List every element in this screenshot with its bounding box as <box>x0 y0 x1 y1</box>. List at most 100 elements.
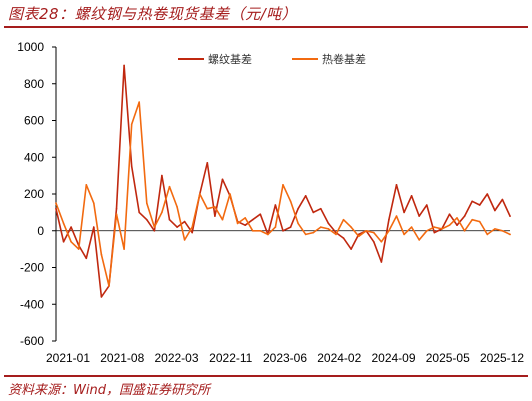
data-point <box>433 226 436 228</box>
data-point <box>138 101 140 103</box>
series-line-hrc-basis <box>55 101 511 287</box>
data-point <box>312 231 315 234</box>
data-point <box>471 218 474 221</box>
data-point <box>214 206 216 208</box>
data-point <box>214 215 216 217</box>
data-point <box>335 233 337 236</box>
data-point <box>289 200 292 203</box>
data-point <box>463 215 466 217</box>
data-point <box>463 230 466 232</box>
data-point <box>327 222 330 225</box>
data-point <box>206 162 209 164</box>
data-point <box>403 211 405 214</box>
data-point <box>501 230 504 232</box>
x-tick-label: 2021-01 <box>46 351 90 365</box>
data-point <box>478 220 481 223</box>
x-tick-label: 2024-02 <box>317 351 361 365</box>
series-layer <box>55 64 511 298</box>
data-point <box>456 217 458 219</box>
data-point <box>373 231 375 234</box>
data-point <box>297 222 299 225</box>
data-point <box>259 230 262 232</box>
x-tick-label: 2025-12 <box>480 351 524 365</box>
data-point <box>320 207 322 210</box>
data-point <box>342 237 345 239</box>
y-tick-label: -200 <box>20 261 44 275</box>
data-point <box>55 202 57 204</box>
data-point <box>191 231 193 234</box>
axes: -600 -400 -200 0 200 400 600 800 1000 2021-01 2021… <box>17 40 524 365</box>
data-point <box>229 193 231 195</box>
data-point <box>448 213 451 215</box>
data-point <box>350 226 352 228</box>
data-point <box>486 193 489 195</box>
x-tick-label: 2022-03 <box>154 351 198 365</box>
data-point <box>259 213 262 215</box>
data-point <box>365 230 368 232</box>
data-point <box>312 211 315 214</box>
data-point <box>418 239 421 241</box>
y-tick-label: 800 <box>24 77 44 91</box>
y-tick-label: 600 <box>24 114 44 128</box>
data-point <box>267 233 269 236</box>
data-point <box>373 241 375 243</box>
data-point <box>509 233 511 236</box>
data-point <box>456 224 458 226</box>
data-point <box>183 239 186 241</box>
data-point <box>115 207 118 210</box>
data-point <box>395 215 398 217</box>
data-point <box>108 285 110 287</box>
data-point <box>93 202 95 204</box>
series-line-rebar-basis <box>55 64 511 298</box>
x-tick-label: 2025-05 <box>426 351 470 365</box>
data-point <box>403 233 405 236</box>
y-tick-label: -600 <box>20 334 44 348</box>
data-point <box>161 174 163 177</box>
data-point <box>138 211 140 214</box>
legend: 螺纹基差 热卷基差 <box>178 52 366 66</box>
data-point <box>320 226 322 228</box>
x-tick-label: 2021-08 <box>100 351 144 365</box>
data-point <box>153 230 156 232</box>
data-point <box>123 248 125 250</box>
data-point <box>327 228 330 230</box>
data-point <box>176 206 178 208</box>
data-point <box>161 211 163 214</box>
legend-label: 热卷基差 <box>322 52 366 66</box>
data-point <box>426 230 428 232</box>
title-rule <box>4 26 528 28</box>
data-point <box>388 218 390 221</box>
data-point <box>289 226 292 228</box>
data-point <box>191 226 193 228</box>
data-point <box>350 248 352 250</box>
data-point <box>342 218 345 221</box>
data-point <box>509 215 511 217</box>
data-point <box>433 231 436 234</box>
x-tick-label: 2022-11 <box>209 351 252 365</box>
data-point <box>282 184 284 186</box>
data-point <box>304 233 307 236</box>
y-tick-label: 0 <box>37 224 44 238</box>
data-point <box>410 226 413 228</box>
data-point <box>282 230 284 232</box>
data-point <box>176 226 178 228</box>
data-point <box>380 261 383 263</box>
data-point <box>100 296 103 298</box>
data-point <box>70 241 72 243</box>
data-point <box>274 226 277 228</box>
data-point <box>251 230 254 232</box>
data-point <box>221 178 224 181</box>
data-point <box>183 220 186 223</box>
title-bar: 图表28：螺纹钢与热卷现货基差（元/吨） <box>0 0 528 26</box>
y-tick-label: 400 <box>24 150 44 164</box>
chart-title: 图表28：螺纹钢与热卷现货基差（元/吨） <box>8 5 298 23</box>
data-point <box>199 193 201 195</box>
data-point <box>426 204 428 206</box>
data-point <box>206 207 209 210</box>
data-point <box>85 184 88 186</box>
data-point <box>357 235 360 238</box>
data-point <box>85 257 88 260</box>
data-point <box>123 64 125 67</box>
data-point <box>244 217 246 219</box>
